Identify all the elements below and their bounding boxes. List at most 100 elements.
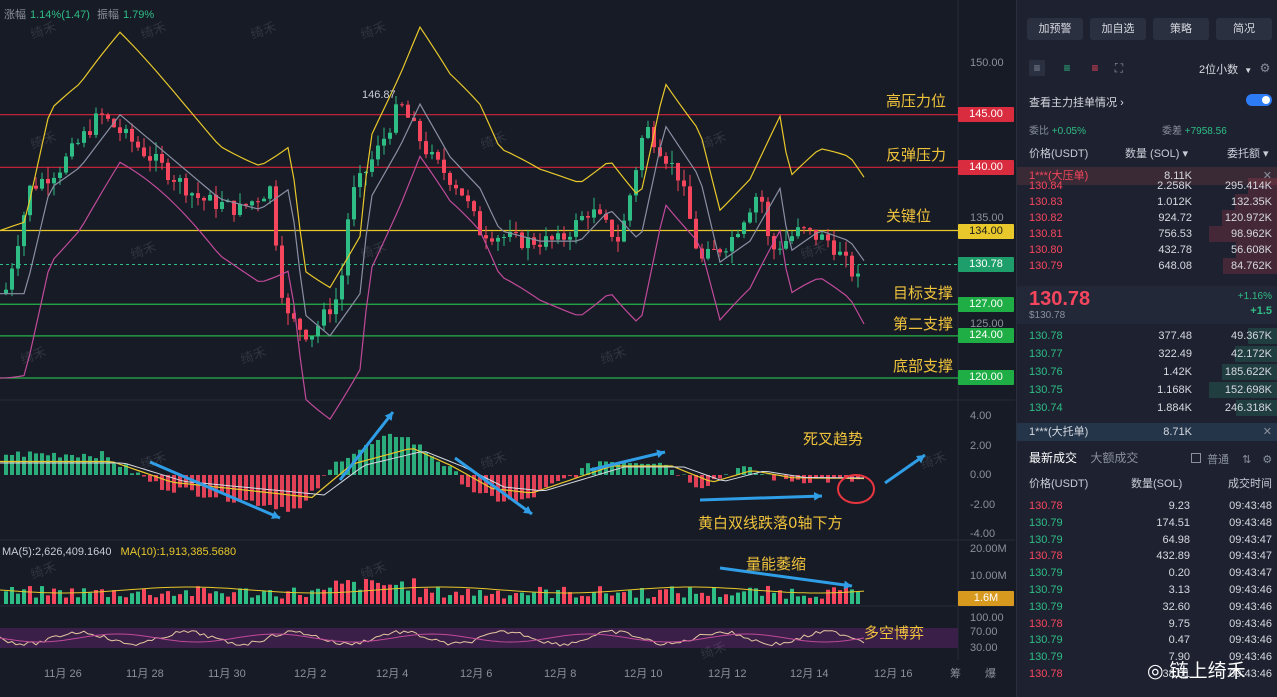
volume-bar xyxy=(64,597,68,604)
tab-large-trades[interactable]: 大额成交 xyxy=(1090,451,1139,465)
ask-total: 98.962K xyxy=(1231,228,1272,240)
date-label: 12月 10 xyxy=(624,668,663,680)
candle-body xyxy=(100,113,104,115)
ask-qty: 432.78 xyxy=(1158,244,1192,256)
annotation-arrow xyxy=(589,450,666,472)
trade-price: 130.79 xyxy=(1029,651,1063,664)
candle-body xyxy=(550,236,554,240)
settings-icon[interactable]: ⚙ xyxy=(1262,454,1273,466)
diff-info: 委差 +7958.56 xyxy=(1162,122,1227,137)
macd-bar xyxy=(340,461,344,475)
volume-bar xyxy=(592,592,596,604)
book-asks-icon[interactable]: ≡ xyxy=(1091,61,1099,75)
bid-row[interactable]: 130.78 377.48 49.367K xyxy=(1017,327,1277,345)
volume-bar xyxy=(70,588,74,604)
trade-row: 130.78 9.75 09:43:46 xyxy=(1017,615,1277,633)
candle-body xyxy=(22,215,26,247)
main-orders-link[interactable]: 查看主力挂单情况 › xyxy=(1029,94,1124,110)
overview-button[interactable]: 简况 xyxy=(1216,18,1272,40)
macd-bar xyxy=(286,475,290,512)
add-alert-button[interactable]: 加预警 xyxy=(1027,18,1083,40)
ask-row[interactable]: 130.80 432.78 56.608K xyxy=(1017,241,1277,259)
book-both-icon[interactable]: ≡ xyxy=(1029,60,1045,76)
bid-row[interactable]: 130.75 1.168K 152.698K xyxy=(1017,381,1277,399)
ask-price: 130.80 xyxy=(1029,244,1063,256)
candle-body xyxy=(382,138,386,146)
annotation-arrow xyxy=(338,411,395,481)
candle-body xyxy=(202,197,206,201)
trade-time: 09:43:46 xyxy=(1229,584,1272,596)
big-ask-row[interactable]: 1***(大压单) 8.11K ✕ xyxy=(1017,167,1277,185)
macd-bar xyxy=(304,475,308,501)
bottom-label-chip[interactable]: 筹 xyxy=(950,668,961,680)
candle-body xyxy=(496,237,500,242)
volume-bar xyxy=(448,595,452,604)
ask-row[interactable]: 130.82 924.72 120.972K xyxy=(1017,209,1277,227)
candle-body xyxy=(304,329,308,340)
volume-bar xyxy=(292,587,296,604)
trade-time: 09:43:47 xyxy=(1229,533,1272,546)
macd-bar xyxy=(838,475,842,479)
ask-row[interactable]: 130.81 756.53 98.962K xyxy=(1017,225,1277,243)
candle-body xyxy=(106,114,110,119)
bottom-label-liquidation[interactable]: 爆 xyxy=(985,668,996,680)
candle-body xyxy=(676,162,680,181)
macd-bar xyxy=(574,475,578,478)
candle-body xyxy=(694,218,698,249)
close-icon[interactable]: ✕ xyxy=(1262,426,1272,438)
tab-latest-trades[interactable]: 最新成交 xyxy=(1029,451,1078,465)
normal-filter[interactable]: 普通 ⇅ ⚙ xyxy=(1191,451,1272,467)
macd-bar xyxy=(112,463,116,475)
trade-time: 09:43:47 xyxy=(1229,550,1272,563)
bid-price: 130.77 xyxy=(1029,348,1063,360)
book-bids-icon[interactable]: ≡ xyxy=(1063,61,1071,75)
volume-bar xyxy=(376,582,380,604)
big-bid-row[interactable]: 1***(大托单) 8.71K ✕ xyxy=(1017,423,1277,441)
trades-header-qty: 数量(SOL) xyxy=(1131,478,1183,490)
kline-chart-canvas[interactable] xyxy=(0,0,1015,697)
header-total[interactable]: 委托额 ▾ xyxy=(1227,148,1269,160)
annotation-arrowhead xyxy=(271,510,280,519)
bid-total: 185.622K xyxy=(1224,366,1272,378)
volume-axis-20m: 20.00M xyxy=(970,543,1007,555)
big-bid-value: 8.71K xyxy=(1163,426,1192,438)
volume-bar xyxy=(184,590,188,604)
volume-bar xyxy=(550,598,554,604)
bid-price: 130.75 xyxy=(1029,384,1063,396)
volume-bar xyxy=(16,593,20,604)
macd-bar xyxy=(664,464,668,475)
header-qty[interactable]: 数量 (SOL) ▾ xyxy=(1125,148,1188,160)
bid-total: 49.367K xyxy=(1231,330,1272,342)
candle-body xyxy=(574,220,578,237)
volume-bar xyxy=(370,580,374,604)
candle-body xyxy=(502,236,506,238)
macd-bar xyxy=(592,467,596,475)
precision-select[interactable]: 2位小数 ▼ xyxy=(1199,61,1252,77)
filter-icon[interactable]: ⇅ xyxy=(1242,454,1252,466)
close-icon[interactable]: ✕ xyxy=(1262,170,1272,182)
checkbox-icon[interactable] xyxy=(1191,453,1201,463)
candle-body xyxy=(838,251,842,255)
add-watchlist-button[interactable]: 加自选 xyxy=(1090,18,1146,40)
macd-bar xyxy=(586,463,590,475)
macd-bar xyxy=(550,475,554,484)
bid-row[interactable]: 130.76 1.42K 185.622K xyxy=(1017,363,1277,381)
volume-bar xyxy=(268,590,272,604)
fullscreen-icon[interactable]: ⛶ xyxy=(1114,61,1124,75)
volume-bar xyxy=(700,592,704,604)
volume-bar xyxy=(256,595,260,604)
main-orders-toggle[interactable] xyxy=(1246,94,1272,106)
strategy-button[interactable]: 策略 xyxy=(1153,18,1209,40)
macd-bar xyxy=(616,463,620,475)
macd-bar xyxy=(580,468,584,475)
macd-note: 黄白双线跌落0轴下方 xyxy=(698,514,843,532)
ask-row[interactable]: 130.83 1.012K 132.35K xyxy=(1017,193,1277,211)
ask-row[interactable]: 130.79 648.08 84.762K xyxy=(1017,257,1277,275)
bid-row[interactable]: 130.74 1.884K 246.318K xyxy=(1017,399,1277,417)
macd-bar xyxy=(718,475,722,479)
settings-icon[interactable]: ⚙ xyxy=(1259,61,1271,75)
trade-price: 130.79 xyxy=(1029,516,1063,529)
ask-row[interactable]: 130.84 2.258K 295.414K xyxy=(1017,177,1277,195)
kline-chart-area[interactable]: 涨幅 1.14%(1.47) 振幅 1.79% 高压力位 反弹压力 关键位 目标支撑… xyxy=(0,0,1015,697)
bid-row[interactable]: 130.77 322.49 42.172K xyxy=(1017,345,1277,363)
